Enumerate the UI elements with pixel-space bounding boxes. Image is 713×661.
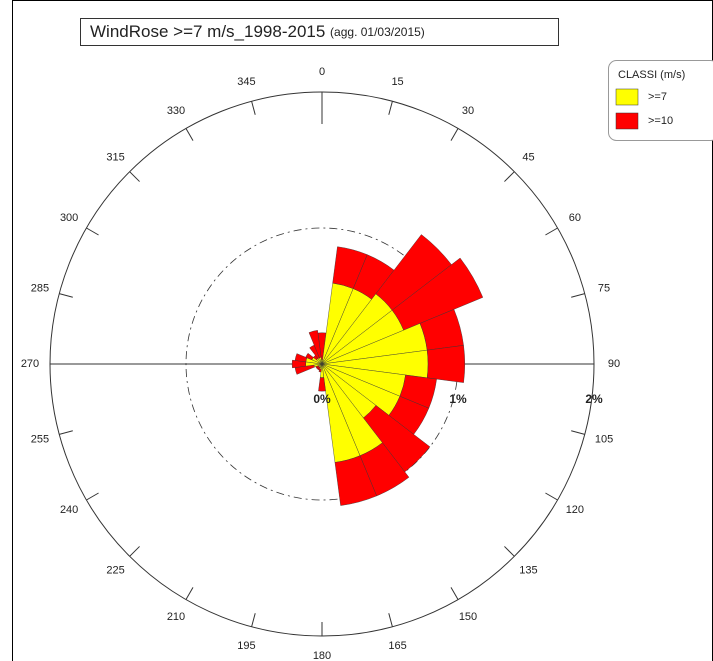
subtitle: (agg. 01/03/2015) xyxy=(330,25,425,39)
chart-title: WindRose >=7 m/s_1998-2015 (agg. 01/03/2… xyxy=(90,22,425,41)
direction-tick xyxy=(545,227,558,236)
sector xyxy=(308,330,322,358)
r-tick-label: 1% xyxy=(449,392,467,406)
direction-label: 315 xyxy=(106,151,124,163)
legend-swatch xyxy=(615,112,639,130)
direction-tick xyxy=(185,587,194,600)
direction-tick xyxy=(545,492,558,501)
direction-tick xyxy=(129,171,140,182)
direction-label: 60 xyxy=(569,212,581,224)
r-tick-label: 2% xyxy=(585,392,603,406)
direction-label: 180 xyxy=(313,650,331,661)
direction-label: 30 xyxy=(462,105,474,117)
sector xyxy=(334,455,377,506)
direction-label: 195 xyxy=(237,640,255,652)
direction-label: 345 xyxy=(237,76,255,88)
legend-label: >=10 xyxy=(648,115,673,127)
title-box xyxy=(80,18,559,46)
direction-tick xyxy=(59,293,73,298)
legend-title: CLASSI (m/s) xyxy=(618,69,685,81)
direction-tick xyxy=(504,546,515,557)
direction-label: 15 xyxy=(391,76,403,88)
direction-tick xyxy=(251,613,256,627)
direction-label: 150 xyxy=(459,611,477,623)
direction-label: 240 xyxy=(60,504,78,516)
direction-tick xyxy=(86,492,99,501)
direction-tick xyxy=(571,293,585,298)
sector xyxy=(426,345,465,383)
direction-tick xyxy=(251,101,256,115)
title: WindRose >=7 m/s_1998-2015 xyxy=(90,22,325,41)
direction-tick xyxy=(450,587,459,600)
direction-label: 135 xyxy=(519,564,537,576)
direction-label: 75 xyxy=(598,282,610,294)
direction-label: 330 xyxy=(167,105,185,117)
sectors xyxy=(291,234,484,506)
sector xyxy=(294,353,308,363)
direction-tick xyxy=(571,430,585,435)
direction-label: 120 xyxy=(566,504,584,516)
sector xyxy=(318,377,326,392)
direction-tick xyxy=(504,171,515,182)
direction-tick xyxy=(86,227,99,236)
direction-label: 165 xyxy=(388,640,406,652)
direction-label: 225 xyxy=(106,564,124,576)
direction-label: 105 xyxy=(595,433,613,445)
direction-tick xyxy=(388,101,393,115)
direction-label: 0 xyxy=(319,66,325,78)
direction-label: 210 xyxy=(167,611,185,623)
direction-tick xyxy=(59,430,73,435)
direction-tick xyxy=(450,128,459,141)
direction-label: 45 xyxy=(522,151,534,163)
direction-tick xyxy=(129,546,140,557)
direction-label: 90 xyxy=(608,358,620,370)
legend-swatch xyxy=(615,88,639,106)
direction-label: 255 xyxy=(31,433,49,445)
direction-label: 270 xyxy=(21,358,39,370)
direction-tick xyxy=(185,128,194,141)
direction-label: 300 xyxy=(60,212,78,224)
legend-label: >=7 xyxy=(648,91,667,103)
direction-tick xyxy=(388,613,393,627)
direction-label: 285 xyxy=(31,282,49,294)
r-tick-label: 0% xyxy=(313,392,331,406)
